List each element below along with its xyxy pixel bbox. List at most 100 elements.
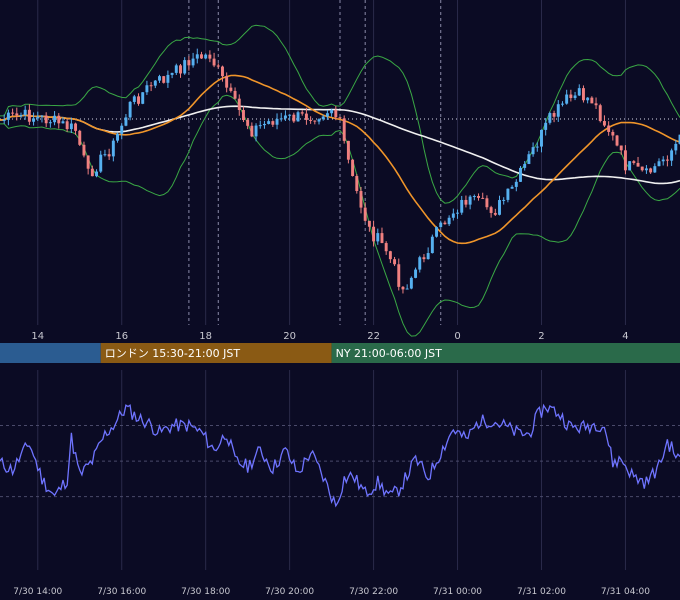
candle-body xyxy=(498,200,501,215)
candle-body xyxy=(254,125,258,137)
session-block xyxy=(331,343,680,363)
candle-body xyxy=(636,162,640,167)
candle-body xyxy=(200,54,203,59)
price-axis-tick-label: 2 xyxy=(538,331,544,342)
candle-body xyxy=(393,259,397,265)
candle-body xyxy=(359,191,363,208)
candle-body xyxy=(519,167,522,182)
oscillator-panel-bg xyxy=(0,370,680,570)
candle-body xyxy=(372,226,376,242)
session-label: ロンドン 15:30-21:00 JST xyxy=(105,347,241,360)
price-time-axis: 14 16 18 20 22 0 2 4 xyxy=(31,331,628,342)
candle-body xyxy=(577,88,581,96)
candle-body xyxy=(477,196,480,198)
candle-body xyxy=(510,186,514,189)
candle-body xyxy=(187,60,191,66)
session-block xyxy=(0,343,101,363)
candle-body xyxy=(300,112,304,114)
candle-body xyxy=(116,133,119,141)
bottom-axis-tick-label: 7/31 00:00 xyxy=(433,587,482,597)
candle-body xyxy=(32,118,36,122)
candle-body xyxy=(279,118,283,120)
candle-body xyxy=(107,154,111,157)
price-axis-tick-label: 16 xyxy=(115,331,128,342)
candle-body xyxy=(443,222,447,225)
bottom-axis-tick-label: 7/30 22:00 xyxy=(349,587,398,597)
candle-body xyxy=(569,94,573,99)
candle-body xyxy=(514,181,518,187)
candle-body xyxy=(615,135,619,146)
price-axis-tick-label: 14 xyxy=(31,331,44,342)
candle-body xyxy=(506,188,510,200)
candle-body xyxy=(346,140,350,160)
session-label: NY 21:00-06:00 JST xyxy=(336,347,443,360)
candle-body xyxy=(330,109,334,114)
candle-body xyxy=(401,286,405,290)
price-panel xyxy=(0,0,680,337)
candle-body xyxy=(447,217,451,225)
candle-body xyxy=(174,65,178,73)
candle-body xyxy=(451,213,455,218)
candle-body xyxy=(204,54,208,59)
candle-body xyxy=(607,125,611,132)
candle-body xyxy=(665,159,669,161)
bottom-axis-tick-label: 7/31 04:00 xyxy=(601,587,650,597)
candle-body xyxy=(321,116,325,120)
bollinger-upper-band xyxy=(0,24,680,204)
candle-body xyxy=(489,207,493,213)
candle-body xyxy=(678,134,680,144)
candle-body xyxy=(523,163,527,168)
candle-body xyxy=(166,74,170,83)
candle-body xyxy=(611,131,615,136)
candle-body xyxy=(472,196,476,198)
candle-body xyxy=(283,115,287,119)
candle-body xyxy=(191,58,195,66)
candle-body xyxy=(23,109,27,116)
candle-body xyxy=(275,118,279,125)
candle-body xyxy=(661,159,665,162)
candle-body xyxy=(132,96,136,102)
candle-body xyxy=(598,105,602,122)
bottom-axis-tick-label: 7/31 02:00 xyxy=(517,587,566,597)
candle-body xyxy=(460,199,464,213)
candle-body xyxy=(628,161,632,171)
candle-body xyxy=(338,117,342,119)
candle-body xyxy=(649,168,653,173)
candle-body xyxy=(397,264,401,287)
oscillator-line xyxy=(0,403,680,508)
candle-body xyxy=(74,123,78,131)
candle-body xyxy=(69,123,73,130)
price-axis-tick-label: 0 xyxy=(454,331,460,342)
oscillator-panel xyxy=(0,370,680,570)
session-bar: ロンドン 15:30-21:00 JST NY 21:00-06:00 JST xyxy=(0,343,680,363)
candle-body xyxy=(594,103,598,106)
candle-body xyxy=(334,109,338,118)
candle-body xyxy=(544,122,548,130)
candle-body xyxy=(246,120,250,126)
candle-body xyxy=(602,121,606,126)
candle-body xyxy=(653,166,657,173)
candle-body xyxy=(288,114,292,116)
candle-body xyxy=(158,76,161,81)
candle-body xyxy=(304,113,308,120)
candle-body xyxy=(208,54,212,59)
candle-body xyxy=(95,171,99,177)
candle-body xyxy=(309,119,313,121)
candle-body xyxy=(141,92,145,104)
candle-body xyxy=(456,212,459,214)
candle-body xyxy=(317,119,321,122)
candle-body xyxy=(170,72,174,75)
candle-body xyxy=(27,109,31,122)
candle-body xyxy=(145,85,149,93)
candle-body xyxy=(619,145,623,151)
candle-body xyxy=(137,96,140,104)
candle-body xyxy=(262,123,266,126)
candle-body xyxy=(241,110,245,121)
candle-body xyxy=(82,144,86,156)
candle-body xyxy=(380,233,384,244)
candle-body xyxy=(561,103,564,105)
candle-body xyxy=(53,115,57,123)
candle-body xyxy=(418,257,422,270)
candle-body xyxy=(216,65,220,67)
